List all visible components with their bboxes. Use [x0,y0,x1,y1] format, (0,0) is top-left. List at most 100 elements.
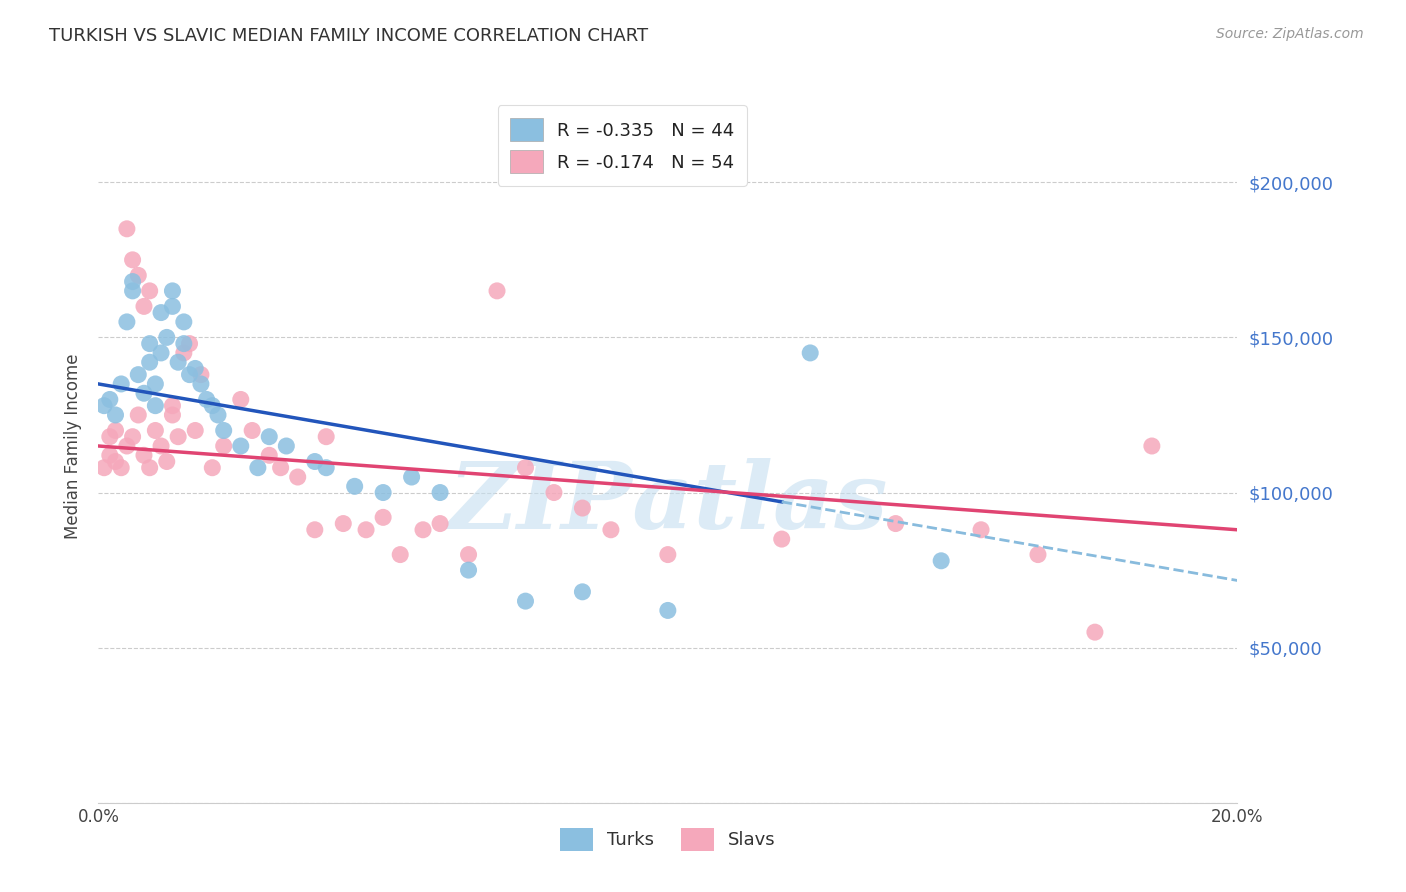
Point [389,548,412,562]
Point [190,368,212,382]
Point [354,523,377,537]
Text: ZIP​atlas: ZIP​atlas [449,458,887,548]
Point [167,430,190,444]
Point [127,408,149,422]
Point [486,284,509,298]
Point [246,460,269,475]
Point [145,376,167,391]
Point [145,424,167,438]
Point [195,392,218,407]
Point [138,355,160,369]
Point [115,315,138,329]
Point [515,460,537,475]
Point [270,460,292,475]
Point [240,424,263,438]
Text: Source: ZipAtlas.com: Source: ZipAtlas.com [1216,27,1364,41]
Point [229,439,252,453]
Point [162,399,184,413]
Point [190,376,212,391]
Point [259,448,281,462]
Point [515,594,537,608]
Point [343,479,366,493]
Point [212,439,235,453]
Point [98,430,121,444]
Point [104,424,127,438]
Point [156,330,179,344]
Point [98,392,121,407]
Point [799,346,821,360]
Point [201,399,224,413]
Point [121,284,143,298]
Point [332,516,354,531]
Point [600,523,623,537]
Point [110,376,132,391]
Point [138,336,160,351]
Point [1140,439,1163,453]
Point [162,408,184,422]
Point [657,603,679,617]
Point [373,510,395,524]
Point [173,346,195,360]
Point [571,584,593,599]
Point [304,454,326,468]
Point [1026,548,1049,562]
Point [259,430,281,444]
Point [373,485,395,500]
Point [132,448,155,462]
Point [287,470,309,484]
Point [150,305,173,319]
Point [127,268,149,283]
Point [179,368,201,382]
Point [150,346,173,360]
Point [657,548,679,562]
Point [929,554,952,568]
Point [304,523,326,537]
Point [121,252,143,267]
Point [145,399,167,413]
Point [115,222,138,236]
Point [229,392,252,407]
Point [401,470,423,484]
Point [1084,625,1107,640]
Point [138,460,160,475]
Point [93,460,115,475]
Point [93,399,115,413]
Point [173,336,195,351]
Point [179,336,201,351]
Point [315,460,337,475]
Point [970,523,993,537]
Point [167,355,190,369]
Point [132,386,155,401]
Point [770,532,793,546]
Point [884,516,907,531]
Point [429,485,451,500]
Point [457,548,479,562]
Point [207,408,229,422]
Point [150,439,173,453]
Point [276,439,298,453]
Y-axis label: Median Family Income: Median Family Income [65,353,83,539]
Point [412,523,434,537]
Point [201,460,224,475]
Point [184,424,207,438]
Point [162,284,184,298]
Point [132,299,155,313]
Point [121,430,143,444]
Point [110,460,132,475]
Point [212,424,235,438]
Legend: Turks, Slavs: Turks, Slavs [553,821,783,858]
Point [571,501,593,516]
Point [104,408,127,422]
Point [121,275,143,289]
Point [315,430,337,444]
Text: TURKISH VS SLAVIC MEDIAN FAMILY INCOME CORRELATION CHART: TURKISH VS SLAVIC MEDIAN FAMILY INCOME C… [49,27,648,45]
Point [104,454,127,468]
Point [173,315,195,329]
Point [543,485,565,500]
Point [162,299,184,313]
Point [115,439,138,453]
Point [156,454,179,468]
Point [457,563,479,577]
Point [138,284,160,298]
Point [429,516,451,531]
